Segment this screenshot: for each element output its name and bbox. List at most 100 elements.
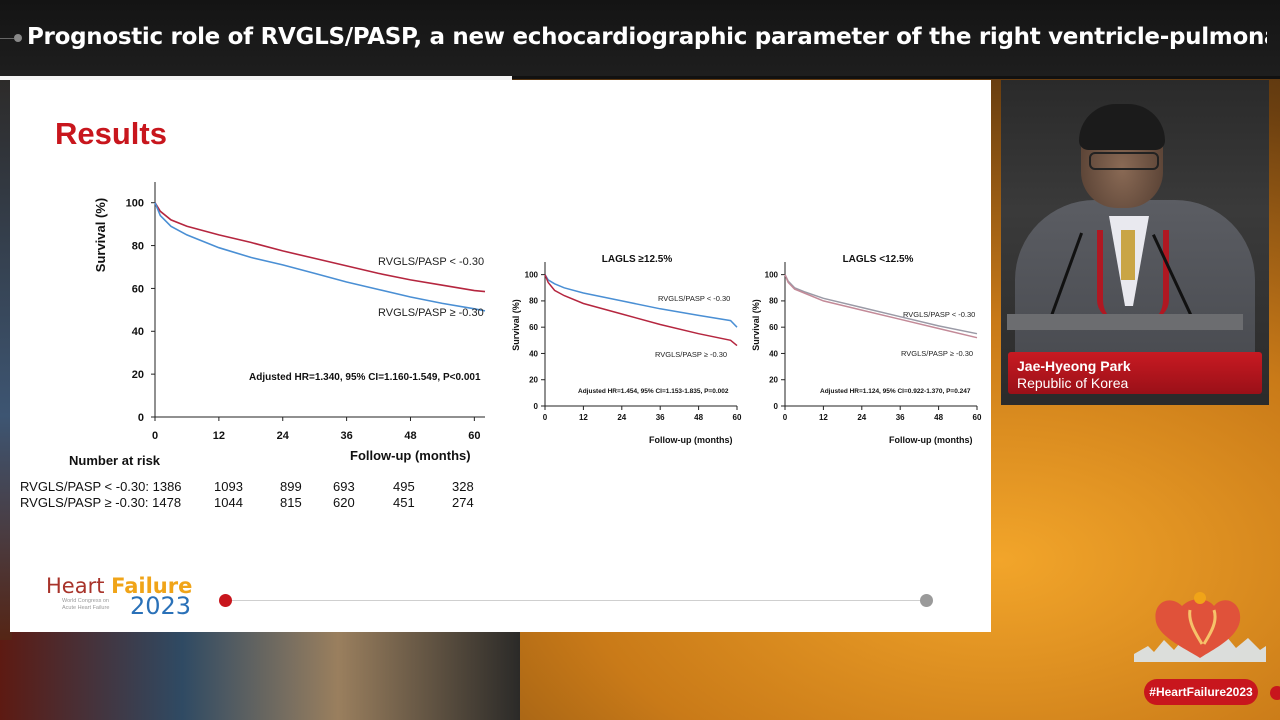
logo-subtitle: Acute Heart Failure [62,605,110,611]
survival-curve [784,274,978,335]
y-tick-label: 80 [529,297,538,306]
x-tick-label: 0 [783,413,788,422]
risk-row-label: RVGLS/PASP < -0.30: 1386 [20,479,182,494]
survival-curve [544,274,738,328]
logo-word-heart: Heart [46,574,112,598]
km-chart-panel: 0 20 40 60 80 100 0 12 24 36 48 60 RVGLS/PASP < -0.3… [751,254,982,445]
survival-curve [154,202,486,312]
risk-cell: 620 [333,495,355,510]
bullet-dot-icon [14,34,22,42]
curve-label: RVGLS/PASP ≥ -0.30 [655,350,727,359]
y-tick-label: 20 [529,376,538,385]
speaker-name: Jae-Hyeong Park [1017,358,1131,374]
x-tick-label: 12 [819,413,828,422]
risk-cell: 274 [452,495,474,510]
talk-title: Prognostic role of RVGLS/PASP, a new ech… [27,24,1267,50]
risk-row-label: RVGLS/PASP ≥ -0.30: 1478 [20,495,182,510]
x-tick-label: 48 [694,413,703,422]
hazard-ratio-annotation: Adjusted HR=1.340, 95% CI=1.160-1.549, P… [249,372,481,383]
y-tick-label: 80 [132,240,144,252]
background-art-strip [0,80,12,640]
risk-cell: 899 [280,479,302,494]
x-tick-label: 36 [340,430,352,442]
y-tick-label: 20 [769,376,778,385]
x-tick-label: 36 [656,413,665,422]
risk-cell: 328 [452,479,474,494]
speaker-hair [1079,104,1165,150]
progress-end-dot [920,594,933,607]
x-tick-label: 12 [579,413,588,422]
background-art-left [0,620,520,720]
curve-label: RVGLS/PASP ≥ -0.30 [901,349,973,358]
y-tick-label: 0 [138,412,144,424]
survival-charts: 0 20 40 60 80 100 0 12 24 36 48 60 RVGLS/PASP < -0.3… [93,182,982,463]
risk-cell: 1044 [214,495,243,510]
title-bar-line [0,38,14,39]
y-tick-label: 60 [529,323,538,332]
x-tick-label: 0 [152,430,158,442]
x-tick-label: 24 [857,413,866,422]
km-chart-panel: 0 20 40 60 80 100 0 12 24 36 48 60 RVGLS/PASP < -0.3… [93,182,486,463]
survival-curve [154,202,486,293]
survival-curve [784,274,978,339]
glasses [1089,152,1159,170]
x-tick-label: 48 [934,413,943,422]
x-tick-label: 60 [468,430,480,442]
title-underline [0,76,512,80]
y-tick-label: 100 [765,270,779,279]
survival-curve [544,274,738,347]
y-tick-label: 80 [769,297,778,306]
y-tick-label: 20 [132,369,144,381]
progress-start-dot [219,594,232,607]
heart-illustration-icon [1134,592,1266,662]
hazard-ratio-annotation: Adjusted HR=1.454, 95% CI=1.153-1.835, P… [578,388,729,395]
slide-progress-track [226,600,926,601]
chart-title: LAGLS ≥12.5% [602,254,673,265]
hashtag-badge: #HeartFailure2023 [1144,679,1258,705]
speaker-lower-third: Jae-Hyeong Park Republic of Korea [1008,352,1262,394]
risk-cell: 451 [393,495,415,510]
y-tick-label: 40 [769,349,778,358]
presentation-slide: Results 0 20 40 60 80 100 0 12 24 36 48 60 RVGLS/PAS… [10,80,991,632]
y-axis-label: Survival (%) [511,299,521,351]
y-tick-label: 40 [529,349,538,358]
y-tick-label: 40 [132,326,144,338]
x-tick-label: 48 [404,430,416,442]
video-bottom-strip [1001,394,1269,405]
title-underline-dark [512,76,1280,79]
x-tick-label: 0 [543,413,548,422]
logo-title: Heart Failure [46,574,192,598]
logo-subtitle: World Congress on [62,598,109,604]
km-chart-panel: 0 20 40 60 80 100 0 12 24 36 48 60 RVGLS/PASP < -0.3… [511,254,742,445]
risk-cell: 693 [333,479,355,494]
x-axis-label: Follow-up (months) [350,448,471,463]
lanyard [1097,230,1169,320]
edge-dot-icon [1270,686,1280,700]
risk-table-title: Number at risk [69,453,161,468]
curve-label: RVGLS/PASP ≥ -0.30 [378,307,484,319]
y-axis-label: Survival (%) [751,299,761,351]
x-tick-label: 36 [896,413,905,422]
y-tick-label: 60 [769,323,778,332]
x-tick-label: 60 [733,413,742,422]
risk-cell: 1093 [214,479,243,494]
logo-word-failure: Failure [111,574,193,598]
chart-title: LAGLS <12.5% [843,254,914,265]
x-axis-label: Follow-up (months) [889,435,972,445]
slide-heading: Results [55,116,167,151]
y-tick-label: 0 [534,402,539,411]
x-tick-label: 60 [973,413,982,422]
curve-label: RVGLS/PASP < -0.30 [903,310,975,319]
x-tick-label: 24 [617,413,626,422]
x-tick-label: 24 [277,430,290,442]
curve-label: RVGLS/PASP < -0.30 [658,294,730,303]
y-tick-label: 60 [132,283,144,295]
podium [1007,314,1243,330]
y-tick-label: 100 [126,198,144,210]
y-axis-label: Survival (%) [93,198,108,272]
curve-label: RVGLS/PASP < -0.30 [378,256,484,268]
y-tick-label: 100 [525,270,539,279]
x-tick-label: 12 [213,430,225,442]
y-tick-label: 0 [774,402,779,411]
speaker-country: Republic of Korea [1017,375,1129,391]
